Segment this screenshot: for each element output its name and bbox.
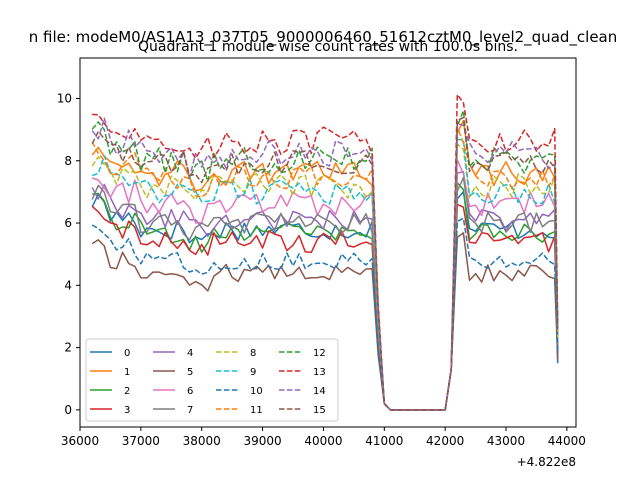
legend-label-8: 8: [250, 348, 256, 359]
x-offset-label: +4.822e8: [517, 455, 576, 469]
legend-label-4: 4: [187, 348, 193, 359]
legend-label-14: 14: [313, 386, 326, 397]
y-tick-label: 4: [64, 278, 72, 292]
y-tick-label: 8: [64, 154, 72, 168]
legend-label-12: 12: [313, 348, 326, 359]
series-line-9: [91, 138, 559, 411]
x-tick-label: 39000: [243, 434, 281, 448]
figure-suptitle: n file: modeM0/AS1A13_037T05_9000006460_…: [29, 28, 618, 47]
x-tick-label: 41000: [365, 434, 403, 448]
legend-label-7: 7: [187, 405, 193, 416]
x-axis: 36000 37000 38000 39000 40000 41000 42000 43000…: [61, 427, 586, 448]
legend-label-9: 9: [250, 367, 256, 378]
series-line-5: [91, 232, 559, 411]
x-tick-label: 38000: [183, 434, 221, 448]
series-line-15: [91, 116, 559, 411]
x-tick-label: 43000: [487, 434, 525, 448]
x-tick-label: 36000: [61, 434, 99, 448]
legend-box: [85, 338, 339, 422]
series-line-0: [91, 191, 559, 411]
x-tick-label: 40000: [304, 434, 342, 448]
legend-label-11: 11: [250, 405, 263, 416]
series-line-10: [91, 217, 559, 411]
chart-title: Quadrant 1 module wise count rates with …: [138, 39, 518, 55]
series-line-6: [91, 158, 559, 411]
y-tick-label: 0: [64, 403, 72, 417]
plot-lines: [91, 93, 559, 411]
legend-label-2: 2: [124, 386, 130, 397]
series-line-7: [91, 176, 559, 411]
legend-label-1: 1: [124, 367, 130, 378]
series-line-11: [91, 126, 559, 411]
series-line-12: [91, 110, 559, 411]
y-tick-label: 10: [57, 91, 72, 105]
legend-label-6: 6: [187, 386, 193, 397]
legend-label-10: 10: [250, 386, 263, 397]
legend-label-3: 3: [124, 405, 130, 416]
legend-label-0: 0: [124, 348, 130, 359]
y-tick-label: 2: [64, 341, 72, 355]
plot-frame: [79, 57, 577, 428]
x-tick-label: 44000: [548, 434, 586, 448]
y-tick-label: 6: [64, 216, 72, 230]
x-tick-label: 42000: [426, 434, 464, 448]
legend-label-13: 13: [313, 367, 326, 378]
y-axis: 0 2 4 6 8 10: [57, 91, 80, 417]
x-tick-label: 37000: [122, 434, 160, 448]
series-line-3: [91, 203, 559, 411]
legend-label-5: 5: [187, 367, 193, 378]
legend-label-15: 15: [313, 405, 326, 416]
series-line-14: [91, 117, 559, 411]
